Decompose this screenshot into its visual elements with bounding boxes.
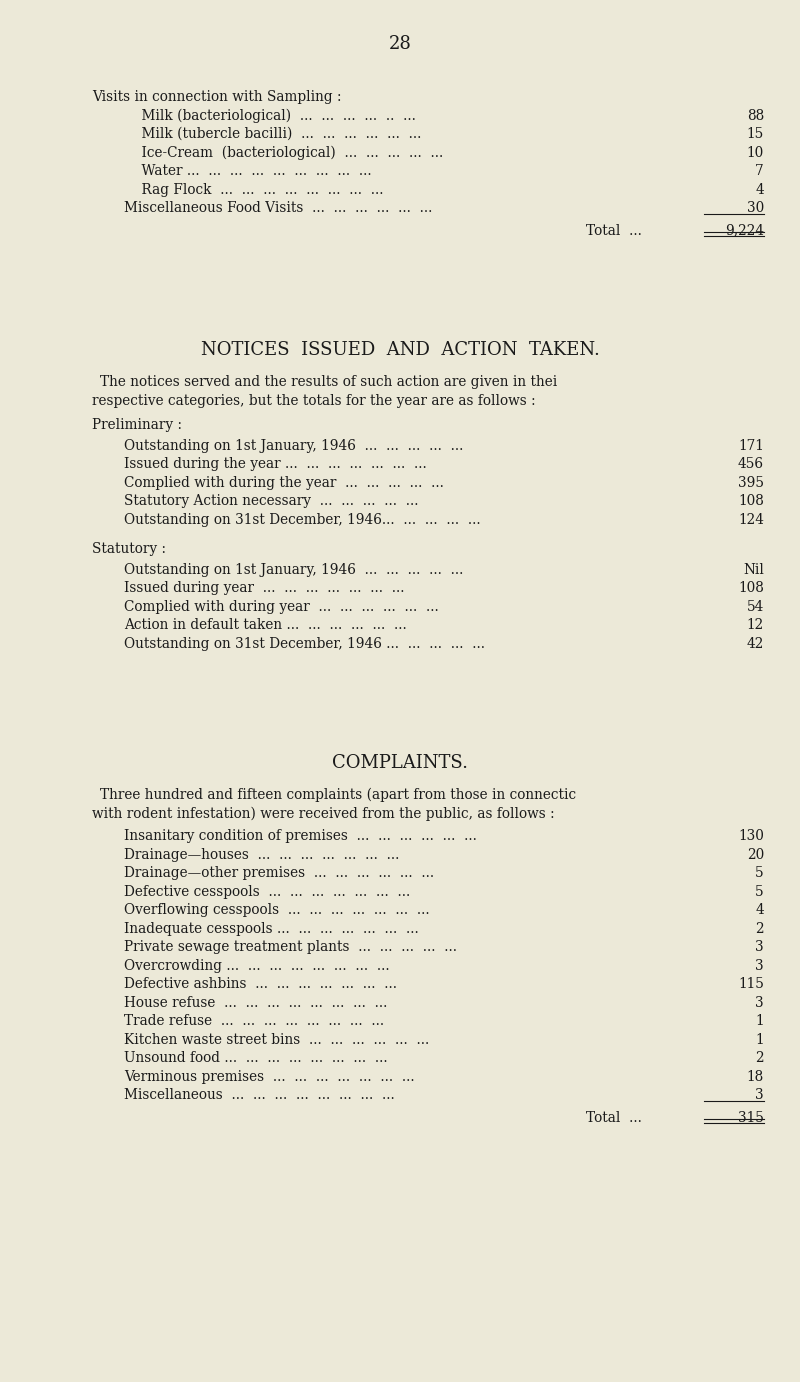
Text: 10: 10	[746, 145, 764, 159]
Text: Total  ...: Total ...	[586, 224, 642, 238]
Text: respective categories, but the totals for the year are as follows :: respective categories, but the totals fo…	[92, 394, 536, 408]
Text: 3: 3	[755, 995, 764, 1010]
Text: Outstanding on 1st January, 1946  ...  ...  ...  ...  ...: Outstanding on 1st January, 1946 ... ...…	[124, 562, 463, 576]
Text: Defective cesspools  ...  ...  ...  ...  ...  ...  ...: Defective cesspools ... ... ... ... ... …	[124, 884, 410, 898]
Text: 115: 115	[738, 977, 764, 991]
Text: 1: 1	[755, 1032, 764, 1046]
Text: 5: 5	[755, 867, 764, 880]
Text: 20: 20	[746, 847, 764, 861]
Text: 7: 7	[755, 164, 764, 178]
Text: Drainage—other premises  ...  ...  ...  ...  ...  ...: Drainage—other premises ... ... ... ... …	[124, 867, 434, 880]
Text: 4: 4	[755, 902, 764, 918]
Text: with rodent infestation) were received from the public, as follows :: with rodent infestation) were received f…	[92, 807, 554, 821]
Text: Statutory :: Statutory :	[92, 542, 166, 556]
Text: Verminous premises  ...  ...  ...  ...  ...  ...  ...: Verminous premises ... ... ... ... ... .…	[124, 1070, 414, 1083]
Text: Outstanding on 1st January, 1946  ...  ...  ...  ...  ...: Outstanding on 1st January, 1946 ... ...…	[124, 438, 463, 452]
Text: Miscellaneous Food Visits  ...  ...  ...  ...  ...  ...: Miscellaneous Food Visits ... ... ... ..…	[124, 200, 432, 216]
Text: Action in default taken ...  ...  ...  ...  ...  ...: Action in default taken ... ... ... ... …	[124, 618, 406, 632]
Text: 4: 4	[755, 182, 764, 196]
Text: Overflowing cesspools  ...  ...  ...  ...  ...  ...  ...: Overflowing cesspools ... ... ... ... ..…	[124, 902, 430, 918]
Text: 30: 30	[746, 200, 764, 216]
Text: 2: 2	[755, 922, 764, 936]
Text: Complied with during the year  ...  ...  ...  ...  ...: Complied with during the year ... ... ..…	[124, 475, 444, 489]
Text: Miscellaneous  ...  ...  ...  ...  ...  ...  ...  ...: Miscellaneous ... ... ... ... ... ... ..…	[124, 1088, 394, 1101]
Text: 456: 456	[738, 457, 764, 471]
Text: Issued during year  ...  ...  ...  ...  ...  ...  ...: Issued during year ... ... ... ... ... .…	[124, 580, 405, 596]
Text: 3: 3	[755, 959, 764, 973]
Text: 171: 171	[738, 438, 764, 452]
Text: Milk (tubercle bacilli)  ...  ...  ...  ...  ...  ...: Milk (tubercle bacilli) ... ... ... ... …	[124, 127, 422, 141]
Text: 1: 1	[755, 1014, 764, 1028]
Text: 15: 15	[746, 127, 764, 141]
Text: 42: 42	[746, 637, 764, 651]
Text: Issued during the year ...  ...  ...  ...  ...  ...  ...: Issued during the year ... ... ... ... .…	[124, 457, 426, 471]
Text: House refuse  ...  ...  ...  ...  ...  ...  ...  ...: House refuse ... ... ... ... ... ... ...…	[124, 995, 387, 1010]
Text: 5: 5	[755, 884, 764, 898]
Text: Trade refuse  ...  ...  ...  ...  ...  ...  ...  ...: Trade refuse ... ... ... ... ... ... ...…	[124, 1014, 384, 1028]
Text: Milk (bacteriological)  ...  ...  ...  ...  ..  ...: Milk (bacteriological) ... ... ... ... .…	[124, 109, 416, 123]
Text: 3: 3	[755, 940, 764, 954]
Text: 2: 2	[755, 1052, 764, 1066]
Text: 88: 88	[746, 109, 764, 123]
Text: 395: 395	[738, 475, 764, 489]
Text: Nil: Nil	[743, 562, 764, 576]
Text: 108: 108	[738, 580, 764, 596]
Text: 124: 124	[738, 513, 764, 527]
Text: 28: 28	[389, 35, 411, 53]
Text: Private sewage treatment plants  ...  ...  ...  ...  ...: Private sewage treatment plants ... ... …	[124, 940, 457, 954]
Text: Inadequate cesspools ...  ...  ...  ...  ...  ...  ...: Inadequate cesspools ... ... ... ... ...…	[124, 922, 418, 936]
Text: Statutory Action necessary  ...  ...  ...  ...  ...: Statutory Action necessary ... ... ... .…	[124, 493, 418, 509]
Text: Overcrowding ...  ...  ...  ...  ...  ...  ...  ...: Overcrowding ... ... ... ... ... ... ...…	[124, 959, 390, 973]
Text: Outstanding on 31st December, 1946 ...  ...  ...  ...  ...: Outstanding on 31st December, 1946 ... .…	[124, 637, 485, 651]
Text: Water ...  ...  ...  ...  ...  ...  ...  ...  ...: Water ... ... ... ... ... ... ... ... ..…	[124, 164, 372, 178]
Text: Insanitary condition of premises  ...  ...  ...  ...  ...  ...: Insanitary condition of premises ... ...…	[124, 829, 477, 843]
Text: 54: 54	[746, 600, 764, 614]
Text: Drainage—houses  ...  ...  ...  ...  ...  ...  ...: Drainage—houses ... ... ... ... ... ... …	[124, 847, 399, 861]
Text: Unsound food ...  ...  ...  ...  ...  ...  ...  ...: Unsound food ... ... ... ... ... ... ...…	[124, 1052, 388, 1066]
Text: Outstanding on 31st December, 1946...  ...  ...  ...  ...: Outstanding on 31st December, 1946... ..…	[124, 513, 481, 527]
Text: Kitchen waste street bins  ...  ...  ...  ...  ...  ...: Kitchen waste street bins ... ... ... ..…	[124, 1032, 430, 1046]
Text: 108: 108	[738, 493, 764, 509]
Text: 18: 18	[746, 1070, 764, 1083]
Text: 130: 130	[738, 829, 764, 843]
Text: Total  ...: Total ...	[586, 1111, 642, 1125]
Text: Complied with during year  ...  ...  ...  ...  ...  ...: Complied with during year ... ... ... ..…	[124, 600, 438, 614]
Text: Visits in connection with Sampling :: Visits in connection with Sampling :	[92, 90, 342, 104]
Text: Preliminary :: Preliminary :	[92, 417, 182, 433]
Text: 315: 315	[738, 1111, 764, 1125]
Text: Ice-Cream  (bacteriological)  ...  ...  ...  ...  ...: Ice-Cream (bacteriological) ... ... ... …	[124, 145, 443, 160]
Text: 12: 12	[746, 618, 764, 632]
Text: Defective ashbins  ...  ...  ...  ...  ...  ...  ...: Defective ashbins ... ... ... ... ... ..…	[124, 977, 397, 991]
Text: Three hundred and fifteen complaints (apart from those in connectic: Three hundred and fifteen complaints (ap…	[100, 788, 576, 803]
Text: COMPLAINTS.: COMPLAINTS.	[332, 755, 468, 773]
Text: The notices served and the results of such action are given in thei: The notices served and the results of su…	[100, 375, 558, 388]
Text: 9,224: 9,224	[725, 224, 764, 238]
Text: 3: 3	[755, 1088, 764, 1101]
Text: NOTICES  ISSUED  AND  ACTION  TAKEN.: NOTICES ISSUED AND ACTION TAKEN.	[201, 341, 599, 359]
Text: Rag Flock  ...  ...  ...  ...  ...  ...  ...  ...: Rag Flock ... ... ... ... ... ... ... ..…	[124, 182, 383, 196]
